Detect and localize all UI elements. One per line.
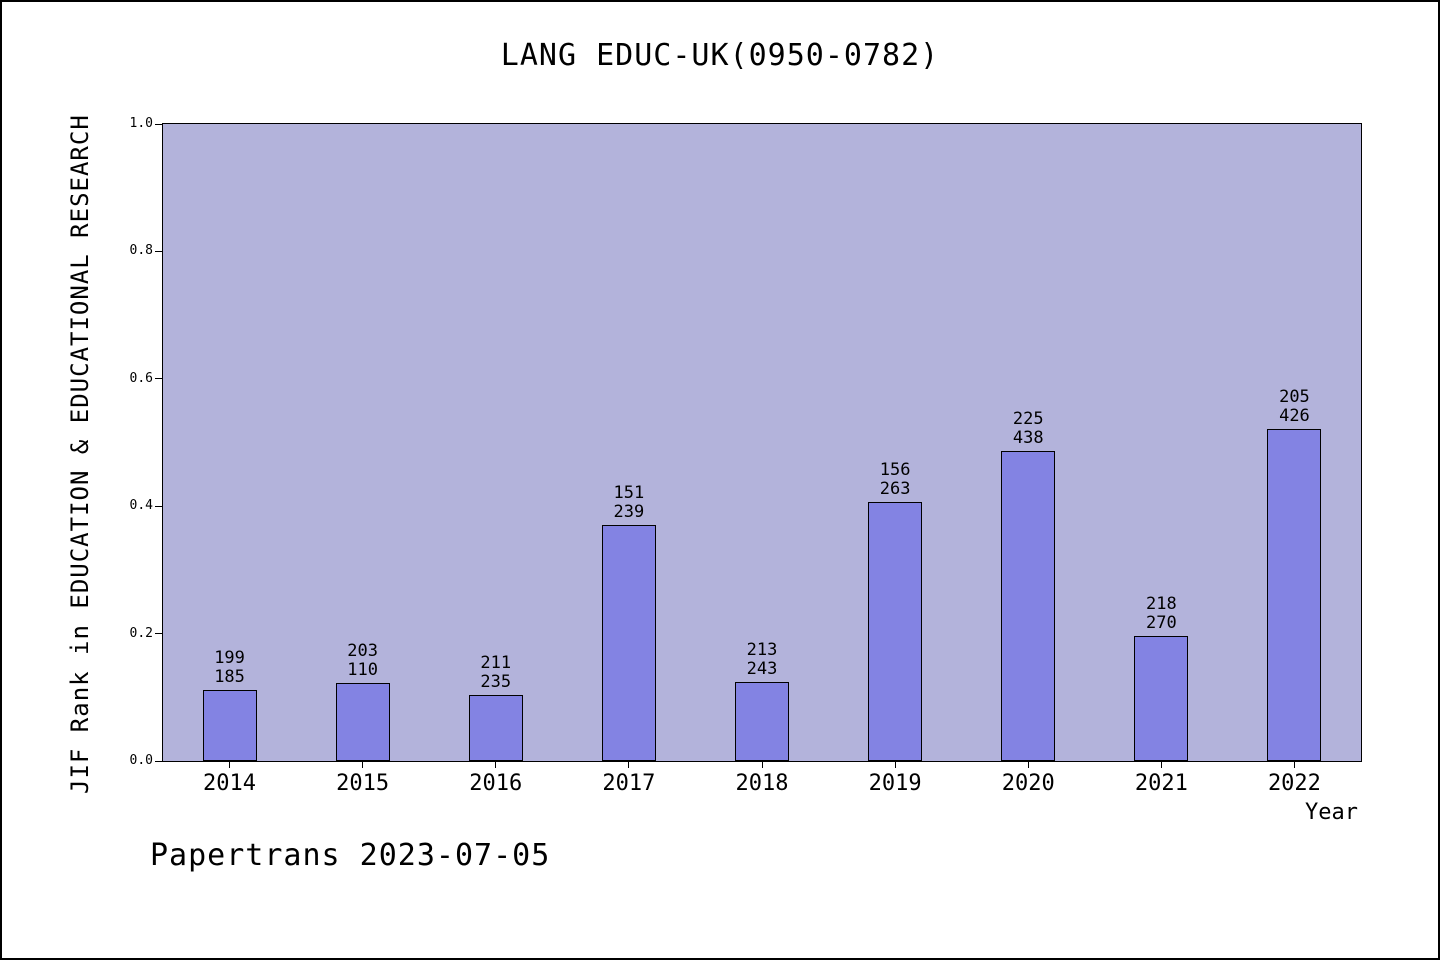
y-tick-label: 0.2 xyxy=(129,625,153,641)
bar-value-line: 211 xyxy=(480,653,512,674)
bar-value-label: 213 243 xyxy=(702,641,822,679)
plot-area: 0.0 0.2 0.4 0.6 0.8 1.0 199 185 2014 203 110 2015 21… xyxy=(130,117,1362,796)
bar-value-line: 218 xyxy=(1145,594,1177,615)
bar-value-label: 211 235 xyxy=(436,654,556,692)
bar-value-line: 243 xyxy=(746,659,778,680)
bar-value-label: 199 185 xyxy=(170,647,290,687)
bar-value-line: 203 xyxy=(347,641,379,662)
x-tick-label: 2016 xyxy=(469,771,523,796)
y-tick-mark xyxy=(155,250,163,252)
y-tick-mark xyxy=(155,760,163,762)
x-tick-label: 2020 xyxy=(1001,771,1055,796)
bar-value-line: 225 xyxy=(1012,409,1044,430)
bar xyxy=(1001,451,1056,761)
y-tick-label: 0.4 xyxy=(129,498,153,514)
bar xyxy=(868,501,923,761)
bar xyxy=(335,683,390,761)
x-tick-label: 2017 xyxy=(602,771,656,796)
y-tick-mark xyxy=(155,378,163,380)
x-tick-mark xyxy=(1160,761,1162,768)
bar-value-label: 151 239 xyxy=(569,482,689,522)
y-tick-label: 1.0 xyxy=(129,116,153,131)
x-tick-label: 2021 xyxy=(1134,771,1188,796)
x-tick-mark xyxy=(628,761,630,768)
bar-value-label: 156 263 xyxy=(835,459,955,499)
y-tick-mark xyxy=(155,123,163,125)
x-tick-label: 2018 xyxy=(735,771,789,796)
y-tick-label: 0.6 xyxy=(129,370,153,386)
bar xyxy=(735,682,789,761)
x-tick-mark xyxy=(362,761,364,768)
chart-title: LANG EDUC-UK(0950-0782) xyxy=(500,38,940,73)
x-tick-label: 2015 xyxy=(336,771,390,796)
x-tick-mark xyxy=(1027,761,1029,768)
bar xyxy=(1134,636,1189,761)
x-tick-label: 2019 xyxy=(868,771,922,796)
y-tick-mark xyxy=(155,633,163,635)
x-axis-title: Year xyxy=(1305,800,1358,825)
bar-value-label: 205 426 xyxy=(1234,388,1354,426)
bar-value-label: 218 270 xyxy=(1101,595,1221,633)
x-tick-label: 2022 xyxy=(1267,771,1321,796)
x-tick-mark xyxy=(894,761,896,768)
bar xyxy=(601,524,656,761)
bar-value-line: 199 xyxy=(214,647,245,668)
x-tick-mark xyxy=(761,761,763,768)
bar-value-line: 263 xyxy=(879,478,911,499)
bar-value-line: 110 xyxy=(347,660,379,681)
bar-value-label: 203 110 xyxy=(303,642,423,680)
bar xyxy=(1267,429,1322,761)
bar-value-line: 151 xyxy=(613,482,645,503)
y-tick-mark xyxy=(155,505,163,507)
bar-value-line: 185 xyxy=(214,666,245,687)
y-axis-title: JIF Rank in EDUCATION & EDUCATIONAL RESE… xyxy=(66,114,94,794)
bar xyxy=(468,695,523,761)
bar-value-line: 239 xyxy=(613,501,645,522)
x-tick-mark xyxy=(1293,761,1295,768)
bar-value-line: 205 xyxy=(1279,387,1310,408)
x-tick-mark xyxy=(495,761,497,768)
bar xyxy=(202,689,257,761)
y-tick-label: 0.8 xyxy=(129,243,153,259)
y-tick-label: 0.0 xyxy=(129,753,153,768)
bar-value-line: 270 xyxy=(1145,613,1177,634)
x-tick-mark xyxy=(229,761,231,768)
bar-value-line: 235 xyxy=(480,672,512,693)
x-tick-label: 2014 xyxy=(203,771,257,796)
bar-value-line: 213 xyxy=(746,640,778,661)
bar-value-label: 225 438 xyxy=(968,410,1088,448)
footer-note: Papertrans 2023-07-05 xyxy=(150,838,551,873)
bar-value-line: 156 xyxy=(879,459,911,480)
bar-value-line: 426 xyxy=(1279,406,1310,427)
bar-value-line: 438 xyxy=(1012,428,1044,449)
